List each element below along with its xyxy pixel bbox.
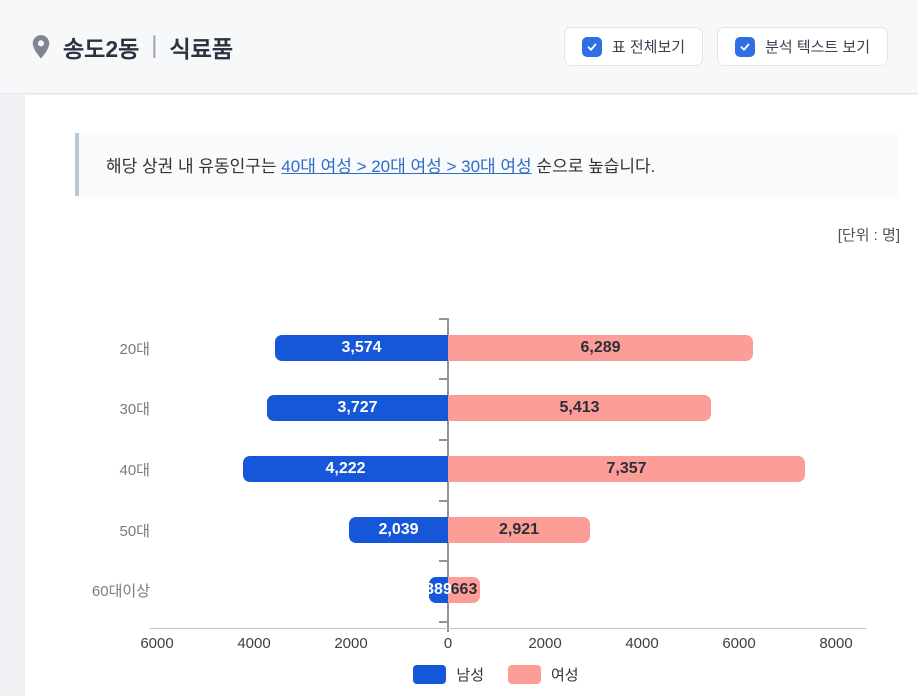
x-axis-tick-label: 2000 — [528, 635, 562, 652]
category-label: 30대 — [119, 401, 151, 418]
x-axis-tick-label: 6000 — [722, 635, 756, 652]
analysis-text: 해당 상권 내 유동인구는 40대 여성 > 20대 여성 > 30대 여성 순… — [106, 152, 655, 177]
category-axis-tick — [439, 318, 447, 320]
table-view-toggle-button[interactable]: 표 전체보기 — [563, 27, 704, 66]
chart-legend: 남성 여성 — [0, 664, 918, 685]
x-axis-line — [150, 628, 866, 629]
checkbox-checked-icon[interactable] — [581, 36, 602, 57]
title-separator: | — [151, 31, 158, 59]
x-axis-tick-label: 8000 — [819, 635, 853, 652]
female-bar: 663 — [448, 577, 480, 603]
bar-value-label: 2,921 — [498, 521, 540, 538]
bar-value-label: 3,727 — [337, 399, 378, 416]
category-name: 식료품 — [169, 35, 233, 62]
bar-value-label: 3,574 — [341, 339, 382, 356]
male-bar: 2,039 — [349, 517, 448, 543]
x-axis-tick-label: 4000 — [625, 635, 659, 652]
header-actions: 표 전체보기 분석 텍스트 보기 — [563, 27, 888, 66]
category-axis-tick — [439, 621, 447, 623]
female-bar: 6,289 — [448, 335, 753, 361]
x-axis-tick-label: 4000 — [237, 635, 271, 652]
analysis-text-toggle-button[interactable]: 분석 텍스트 보기 — [717, 27, 888, 66]
analysis-suffix: 순으로 높습니다. — [531, 157, 656, 176]
category-axis-tick — [439, 378, 447, 380]
checkbox-checked-icon[interactable] — [735, 36, 756, 57]
analysis-prefix: 해당 상권 내 유동인구는 — [106, 157, 282, 176]
female-bar: 5,413 — [448, 395, 711, 421]
x-axis-tick-label: 0 — [443, 635, 453, 652]
bar-value-label: 389 — [425, 581, 452, 598]
table-view-toggle-label: 표 전체보기 — [611, 39, 686, 56]
location-pin-icon — [30, 34, 52, 60]
category-axis-tick — [439, 560, 447, 562]
legend-item-male[interactable]: 남성 — [413, 664, 484, 685]
legend-label-male: 남성 — [456, 667, 484, 684]
male-bar: 389 — [425, 577, 452, 603]
category-axis-tick — [439, 439, 447, 441]
analysis-text-toggle-label: 분석 텍스트 보기 — [765, 39, 870, 56]
page-title: 송도2동 | 식료품 — [30, 30, 233, 64]
category-label: 40대 — [119, 462, 151, 479]
legend-item-female[interactable]: 여성 — [508, 664, 579, 685]
x-axis-tick-label: 2000 — [334, 635, 368, 652]
ranking-link[interactable]: 40대 여성 > 20대 여성 > 30대 여성 — [281, 157, 532, 176]
male-bar: 4,222 — [243, 456, 448, 482]
category-label: 20대 — [119, 341, 151, 358]
female-legend-swatch — [508, 665, 541, 684]
x-axis-tick-label: 6000 — [140, 635, 174, 652]
category-axis-tick — [439, 500, 447, 502]
header: 송도2동 | 식료품 표 전체보기 분석 텍스트 보기 — [0, 0, 918, 94]
female-bar: 2,921 — [448, 517, 590, 543]
bar-value-label: 663 — [450, 581, 478, 598]
category-label: 50대 — [119, 523, 151, 540]
location-name: 송도2동 — [63, 35, 140, 62]
male-bar: 3,727 — [267, 395, 448, 421]
bar-value-label: 6,289 — [580, 339, 621, 356]
bar-value-label: 7,357 — [606, 460, 647, 477]
male-bar: 3,574 — [275, 335, 448, 361]
bar-value-label: 2,039 — [378, 521, 419, 538]
analysis-text-box: 해당 상권 내 유동인구는 40대 여성 > 20대 여성 > 30대 여성 순… — [75, 133, 898, 196]
male-legend-swatch — [413, 665, 447, 684]
population-bar-chart: 20대 3,574 6,289 30대 3,727 5,413 40대 4,222 7,357 5… — [0, 318, 918, 658]
female-bar: 7,357 — [448, 456, 805, 482]
bar-value-label: 4,222 — [325, 460, 366, 477]
unit-label: [단위 : 명] — [837, 227, 900, 244]
bar-value-label: 5,413 — [559, 399, 600, 416]
category-label: 60대이상 — [91, 583, 150, 600]
legend-label-female: 여성 — [551, 667, 579, 684]
